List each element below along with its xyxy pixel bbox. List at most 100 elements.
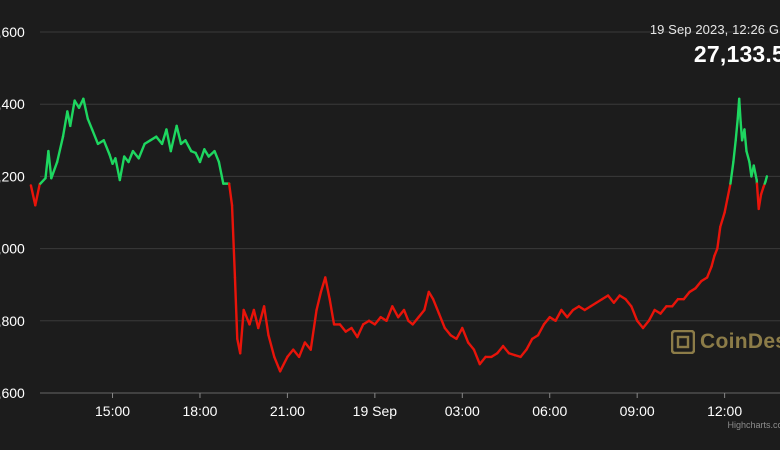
price-line-segment: [624, 297, 633, 308]
price-line-segment: [716, 225, 722, 250]
price-line-segment: [230, 204, 237, 279]
coindesk-logo-icon: [671, 330, 695, 354]
price-line-segment: [328, 297, 336, 326]
y-tick-label: 26,800: [0, 313, 25, 329]
price-line-segment: [50, 160, 59, 180]
price-line-segment: [242, 308, 251, 326]
price-line-segment: [203, 148, 210, 158]
price-line-segment: [267, 334, 276, 359]
timestamp-label: 19 Sep 2023, 12:26 GMT: [649, 22, 780, 37]
price-line-segment: [694, 279, 703, 290]
x-tick-label: 06:00: [532, 403, 567, 419]
price-line-segment: [670, 297, 680, 308]
price-line-segment: [55, 135, 65, 164]
x-tick-label: 21:00: [270, 403, 305, 419]
price-header: 19 Sep 2023, 12:26 GMT 27,133.50: [650, 22, 780, 68]
price-line-segment: [118, 155, 126, 182]
x-tick-label: 15:00: [95, 403, 130, 419]
price-line-segment: [175, 124, 183, 146]
price-line-segment: [184, 139, 193, 153]
price-line-segment: [726, 182, 732, 200]
price-line-segment: [248, 308, 256, 326]
price-line-segment: [743, 128, 748, 153]
price-line-segment: [423, 290, 430, 312]
x-tick-label: 19 Sep: [353, 403, 398, 419]
price-line-segment: [710, 254, 716, 268]
price-line-segment: [385, 305, 394, 322]
price-line-segment: [443, 326, 452, 337]
price-line-segment: [137, 142, 146, 160]
price-line-segment: [630, 305, 639, 322]
price-line-segment: [478, 355, 487, 366]
price-line-segment: [437, 312, 447, 330]
price-line-segment: [496, 344, 505, 355]
price-line-segment: [324, 276, 331, 301]
price-line-segment: [39, 177, 47, 185]
price-line-segment: [286, 348, 295, 359]
price-line-segment: [455, 326, 464, 341]
price-line-segment: [641, 319, 651, 330]
price-line-segment: [519, 348, 528, 359]
price-line-segment: [431, 297, 441, 315]
price-value: 27,133.50: [693, 41, 780, 67]
price-line-segment: [501, 344, 511, 355]
price-line-segment: [227, 182, 234, 207]
price-line-segment: [338, 323, 347, 333]
price-line-segment: [155, 135, 164, 146]
price-line-segment: [745, 149, 751, 164]
x-tick-label: 18:00: [182, 403, 217, 419]
price-line-segment: [273, 355, 282, 373]
x-tick-label: 09:00: [620, 403, 655, 419]
price-line-segment: [278, 355, 289, 373]
price-line-segment: [417, 308, 426, 319]
price-line-segment: [297, 341, 307, 359]
price-line-segment: [659, 305, 668, 315]
price-line-segment: [729, 160, 735, 185]
price-line-segment: [29, 184, 37, 207]
chart-credits: Highcharts.com: [727, 420, 780, 430]
y-tick-label: 27,400: [0, 96, 25, 112]
price-line-segment: [635, 319, 645, 330]
price-line-segment: [682, 290, 691, 301]
y-tick-label: 27,200: [0, 168, 25, 184]
price-line-segment: [213, 149, 221, 164]
price-line-segment: [309, 308, 318, 351]
watermark-text: CoinDesk: [700, 330, 780, 353]
price-line-segment: [262, 305, 270, 337]
price-line-segment: [536, 323, 546, 337]
price-line-segment: [752, 164, 758, 182]
price-line-segment: [472, 348, 481, 366]
price-line-segment: [86, 117, 94, 131]
coindesk-watermark: CoinDesk: [671, 330, 780, 354]
price-line-segment: [233, 276, 239, 341]
price-line-segment: [732, 139, 737, 164]
price-line-segment: [207, 149, 216, 158]
price-line-segment: [402, 308, 410, 322]
price-line-segment: [391, 305, 400, 319]
x-tick-label: 12:00: [707, 403, 742, 419]
price-line-segment: [764, 175, 769, 184]
price-line-segment: [734, 117, 739, 142]
price-line-segment: [315, 290, 323, 312]
price-line-segment: [606, 294, 616, 304]
price-line-segment: [61, 110, 69, 138]
price-line-segment: [705, 265, 713, 279]
price-line-segment: [69, 99, 76, 128]
price-line-segment: [525, 337, 534, 351]
price-line-segment: [169, 124, 178, 153]
price-line-segment: [82, 97, 89, 120]
price-line-segment: [427, 290, 435, 301]
price-line-segment: [350, 326, 359, 339]
price-line-segment: [713, 247, 719, 258]
price-line-segment: [34, 183, 41, 207]
price-line-segment: [612, 294, 621, 304]
price-line-segment: [114, 157, 122, 182]
price-line-segment: [719, 211, 726, 229]
price-line-segment: [90, 128, 100, 146]
price-line-segment: [461, 326, 470, 344]
price-line-segment: [560, 308, 569, 319]
y-tick-label: 26,600: [0, 385, 25, 401]
price-line-segment: [466, 341, 476, 351]
